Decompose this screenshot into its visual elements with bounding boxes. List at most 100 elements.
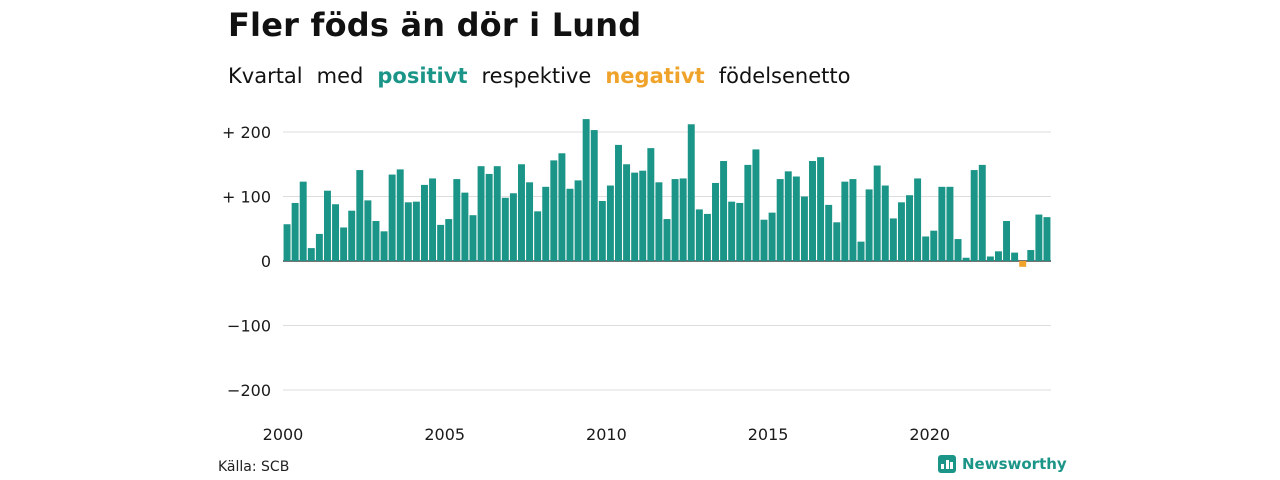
- bar: [914, 178, 922, 261]
- bar: [865, 189, 873, 261]
- bar: [792, 176, 800, 261]
- bar: [356, 170, 364, 262]
- bar: [396, 169, 404, 261]
- bar: [1003, 221, 1011, 261]
- bar: [1011, 252, 1019, 261]
- bars: [283, 119, 1051, 267]
- bar: [857, 241, 865, 261]
- bar: [509, 193, 517, 261]
- newsworthy-logo-icon: [938, 455, 956, 473]
- bar: [930, 230, 938, 262]
- chart-subtitle: Kvartal med positivt respektive negativt föde…: [228, 64, 864, 88]
- y-tick-label: −200: [227, 381, 271, 400]
- bar: [291, 202, 299, 261]
- bar: [485, 173, 493, 262]
- bar: [453, 179, 461, 261]
- bar: [437, 224, 445, 261]
- bar: [938, 186, 946, 261]
- bar: [364, 200, 372, 261]
- bar: [493, 166, 501, 261]
- bar: [760, 219, 768, 261]
- bar: [978, 164, 986, 261]
- bar: [631, 172, 639, 261]
- bar: [372, 221, 380, 261]
- bar: [445, 219, 453, 261]
- bar: [315, 233, 323, 261]
- bar: [809, 161, 816, 261]
- subtitle-word: med: [316, 64, 364, 88]
- bar: [1027, 250, 1035, 261]
- x-tick-label: 2015: [748, 425, 789, 444]
- bar: [348, 210, 356, 261]
- bar: [655, 182, 663, 261]
- bar: [598, 201, 606, 261]
- bar: [897, 202, 905, 262]
- bar: [461, 192, 469, 261]
- bar: [703, 213, 711, 261]
- subtitle-word: respektive: [481, 64, 592, 88]
- bar: [421, 184, 428, 261]
- bar: [663, 219, 671, 261]
- y-axis-labels: + 200 + 100 0 −100 −200: [222, 123, 271, 400]
- bar: [299, 181, 307, 261]
- bar: [283, 224, 291, 262]
- y-tick-label: 0: [261, 252, 271, 271]
- bar: [388, 174, 396, 261]
- bar: [833, 222, 841, 261]
- bar: [712, 182, 719, 261]
- bar: [590, 130, 598, 261]
- bar: [534, 211, 542, 261]
- bar: [784, 171, 792, 261]
- bar: [340, 227, 348, 261]
- bar: [720, 161, 728, 261]
- bar: [889, 218, 897, 261]
- bar: [429, 178, 437, 261]
- bar: [332, 204, 340, 261]
- bar: [687, 124, 695, 261]
- bar: [582, 119, 590, 261]
- bar: [922, 236, 930, 261]
- bar: [841, 181, 849, 261]
- bar: [817, 157, 825, 261]
- bar: [695, 209, 703, 261]
- bar: [946, 186, 954, 261]
- bar: [550, 160, 558, 261]
- bar: [744, 164, 752, 261]
- bar: [623, 164, 631, 261]
- bar: [606, 185, 614, 261]
- bar: [477, 166, 485, 261]
- x-tick-label: 2005: [424, 425, 465, 444]
- x-tick-label: 2020: [909, 425, 950, 444]
- bar: [962, 257, 970, 261]
- bar: [994, 251, 1002, 261]
- bar: [307, 248, 315, 261]
- bar: [526, 182, 534, 261]
- bar: [970, 170, 978, 262]
- bar: [323, 190, 331, 261]
- bar: [800, 196, 808, 261]
- bar: [566, 188, 574, 261]
- bar: [412, 201, 420, 261]
- bar: [647, 148, 655, 262]
- bar: [469, 215, 477, 261]
- bar: [1019, 261, 1027, 267]
- legend-negative: negativt: [605, 64, 705, 88]
- newsworthy-logo: Newsworthy: [938, 455, 1067, 473]
- x-tick-label: 2010: [586, 425, 627, 444]
- bar: [736, 202, 744, 261]
- bar: [776, 179, 784, 261]
- x-tick-label: 2000: [263, 425, 304, 444]
- bar: [906, 195, 913, 261]
- bar: [615, 144, 622, 261]
- bar: [639, 170, 647, 261]
- y-tick-label: + 200: [222, 123, 271, 142]
- bar: [501, 197, 509, 261]
- bar: [404, 202, 412, 262]
- bar: [752, 149, 760, 261]
- chart-title: Fler föds än dör i Lund: [228, 6, 642, 44]
- legend-positive: positivt: [377, 64, 468, 88]
- y-tick-label: + 100: [222, 188, 271, 207]
- bar: [542, 186, 550, 261]
- bar: [986, 256, 994, 262]
